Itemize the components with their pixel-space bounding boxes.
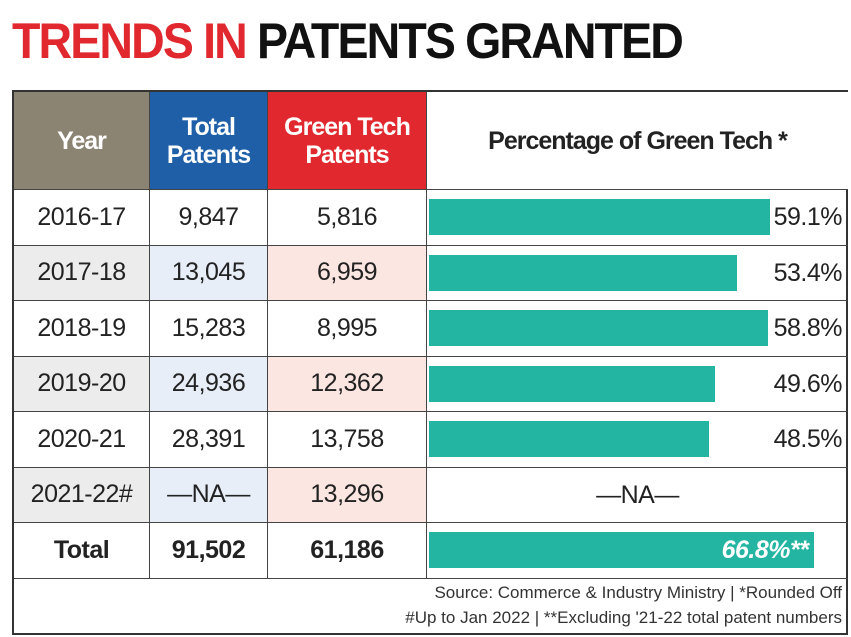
table-cell: 91,502	[150, 523, 268, 579]
bar-cell	[427, 246, 848, 301]
pct-label: 53.4%	[773, 258, 843, 287]
table-cell: 28,391	[150, 412, 268, 468]
source-line: Source: Commerce & Industry Ministry | *…	[434, 583, 842, 602]
bar-cell	[427, 523, 848, 579]
table-cell: 13,296	[268, 467, 427, 523]
source-line: #Up to Jan 2022 | **Excluding '21-22 tot…	[405, 608, 842, 627]
bar	[429, 254, 738, 291]
pct-label: 58.8%	[773, 314, 843, 342]
pct-label: 59.1%	[773, 203, 843, 231]
bar	[429, 199, 770, 235]
title-highlight: TRENDS IN	[12, 13, 248, 69]
table-cell: 2021-22#	[14, 467, 150, 523]
table-cell: 13,045	[150, 245, 268, 301]
bar-cell	[427, 412, 848, 468]
table-cell: 12,362	[268, 356, 427, 412]
header-cell: Percentage of Green Tech *	[427, 92, 848, 190]
bar	[429, 532, 815, 568]
header-cell: Green Tech Patents	[268, 92, 427, 190]
bar-cell	[427, 190, 848, 246]
table-cell: 2019-20	[14, 356, 150, 412]
bar-cell	[427, 468, 848, 523]
table-cell: 13,758	[268, 412, 427, 468]
table-cell: 2020-21	[14, 412, 150, 468]
table-cell: 8,995	[268, 301, 427, 357]
table-cell: 2016-17	[14, 190, 150, 246]
table-cell: Total	[14, 523, 150, 579]
bar	[429, 310, 769, 346]
table-cell: 6,959	[268, 245, 427, 301]
table-cell: 5,816	[268, 190, 427, 246]
table-cell: 2017-18	[14, 245, 150, 301]
pct-label: —NA—	[596, 480, 679, 509]
table-cell: 2018-19	[14, 301, 150, 357]
table: Source: Commerce & Industry Ministry | *…	[12, 90, 848, 635]
source: Source: Commerce & Industry Ministry | *…	[14, 580, 842, 630]
pct-label: 66.8%**	[721, 536, 809, 564]
bar	[429, 365, 716, 402]
pct-label: 48.5%	[773, 425, 843, 453]
header-cell: Total Patents	[150, 92, 268, 190]
table-cell: 24,936	[150, 356, 268, 412]
table-cell: 61,186	[268, 523, 427, 579]
pct-label: 49.6%	[773, 369, 843, 398]
title: TRENDS IN PATENTS GRANTED	[12, 12, 684, 70]
bar	[429, 421, 709, 457]
table-cell: 15,283	[150, 301, 268, 357]
bar-cell	[427, 357, 848, 412]
table-cell: 9,847	[150, 190, 268, 246]
bar-cell	[427, 301, 848, 357]
title-rest: PATENTS GRANTED	[256, 13, 684, 69]
table-cell: —NA—	[150, 467, 268, 523]
header-cell: Year	[14, 92, 150, 190]
